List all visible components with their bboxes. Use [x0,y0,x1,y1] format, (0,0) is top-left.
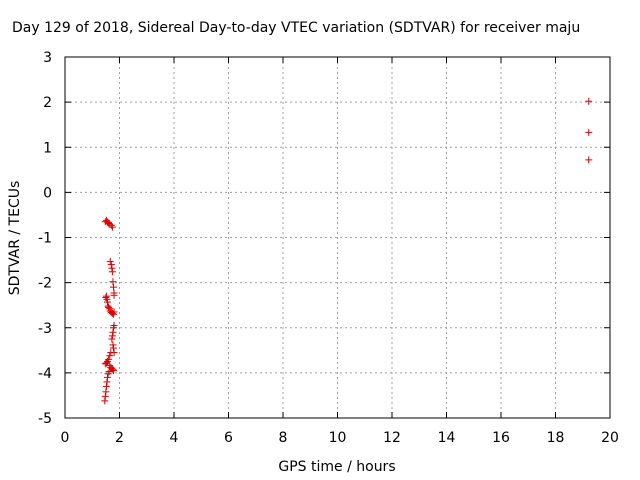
data-point-marker [109,366,117,374]
data-point-marker [104,298,112,306]
data-point-marker [108,335,116,343]
data-point-marker [110,308,118,316]
data-point-marker [108,268,116,276]
y-tick-label: -5 [38,411,52,427]
x-tick-label: 20 [601,430,619,446]
data-point-marker [102,388,110,396]
data-point-marker [101,360,109,368]
x-tick-label: 4 [170,430,179,446]
data-point-marker [107,349,115,357]
data-point-marker [106,352,114,360]
y-tick-label: 1 [43,140,52,156]
chart-title: Day 129 of 2018, Sidereal Day-to-day VTE… [12,20,580,36]
x-tick-label: 12 [383,430,401,446]
data-point-marker [110,344,118,352]
data-point-marker [110,367,118,375]
data-point-marker [110,324,118,332]
data-point-marker [109,328,117,336]
x-tick-label: 10 [329,430,347,446]
data-point-marker [102,294,110,302]
y-tick-label: 0 [43,185,52,201]
data-point-marker [585,128,593,136]
data-point-marker [101,397,109,405]
x-tick-label: 8 [279,430,288,446]
data-point-marker [108,264,116,272]
data-point-marker [103,378,111,386]
y-tick-label: -3 [38,321,52,337]
data-point-marker [109,341,117,349]
data-point-marker [105,303,113,311]
y-tick-label: 2 [43,95,52,111]
data-point-marker [102,292,110,300]
data-points [101,97,593,405]
x-tick-label: 2 [115,430,124,446]
x-tick-label: 18 [547,430,565,446]
data-point-marker [585,156,593,164]
data-point-marker [108,332,116,340]
y-tick-label: -4 [38,366,52,382]
data-point-marker [108,309,116,317]
grid [65,57,610,418]
y-tick-label: 3 [43,50,52,66]
y-tick-label: -1 [38,231,52,247]
data-point-marker [104,370,112,378]
data-point-marker [102,382,110,390]
y-axis-label: SDTVAR / TECUs [7,181,23,296]
axis-ticks [64,56,611,419]
data-point-marker [107,221,115,229]
data-point-marker [107,261,115,269]
data-point-marker [109,278,117,286]
data-point-marker [106,257,114,265]
x-tick-label: 14 [438,430,456,446]
x-tick-label: 6 [224,430,233,446]
x-axis-label: GPS time / hours [278,459,395,475]
data-point-marker [104,373,112,381]
x-tick-label: 16 [492,430,510,446]
data-point-marker [108,223,116,231]
data-point-marker [110,283,118,291]
data-point-marker [110,291,118,299]
data-point-marker [585,97,593,105]
data-point-marker [101,392,109,400]
y-tick-label: -2 [38,276,52,292]
x-tick-label: 0 [61,430,70,446]
